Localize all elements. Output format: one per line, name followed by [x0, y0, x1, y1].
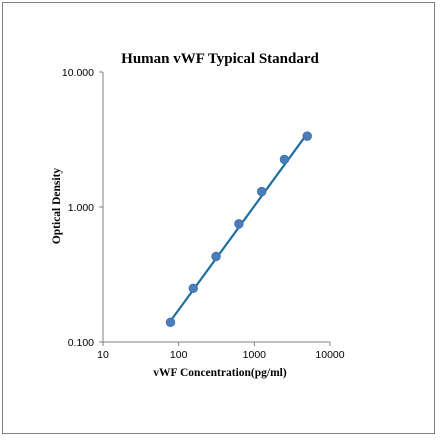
y-tick-label: 10.000 — [62, 67, 94, 79]
axes — [99, 71, 331, 346]
x-tick-label: 10 — [97, 349, 109, 361]
x-tick-label: 100 — [170, 349, 188, 361]
data-points — [165, 131, 312, 327]
x-tick-label: 10000 — [315, 349, 344, 361]
data-point — [165, 317, 176, 327]
data-point — [188, 283, 198, 293]
data-point — [234, 219, 244, 229]
tick-labels: 10 100 1000 10000 0.100 1.000 10.000 — [62, 67, 345, 361]
chart-title: Human vWF Typical Standard — [121, 51, 319, 67]
chart-frame — [2, 2, 435, 434]
y-axis-label: Optical Density — [51, 168, 63, 245]
x-axis-label: vWF Concentration(pg/ml) — [153, 367, 287, 379]
x-tick-label: 1000 — [243, 349, 267, 361]
data-point — [302, 131, 312, 141]
data-point — [279, 154, 290, 165]
y-tick-label: 0.100 — [68, 337, 94, 349]
data-point — [211, 251, 221, 262]
data-point — [256, 186, 267, 197]
y-tick-label: 1.000 — [68, 202, 94, 214]
